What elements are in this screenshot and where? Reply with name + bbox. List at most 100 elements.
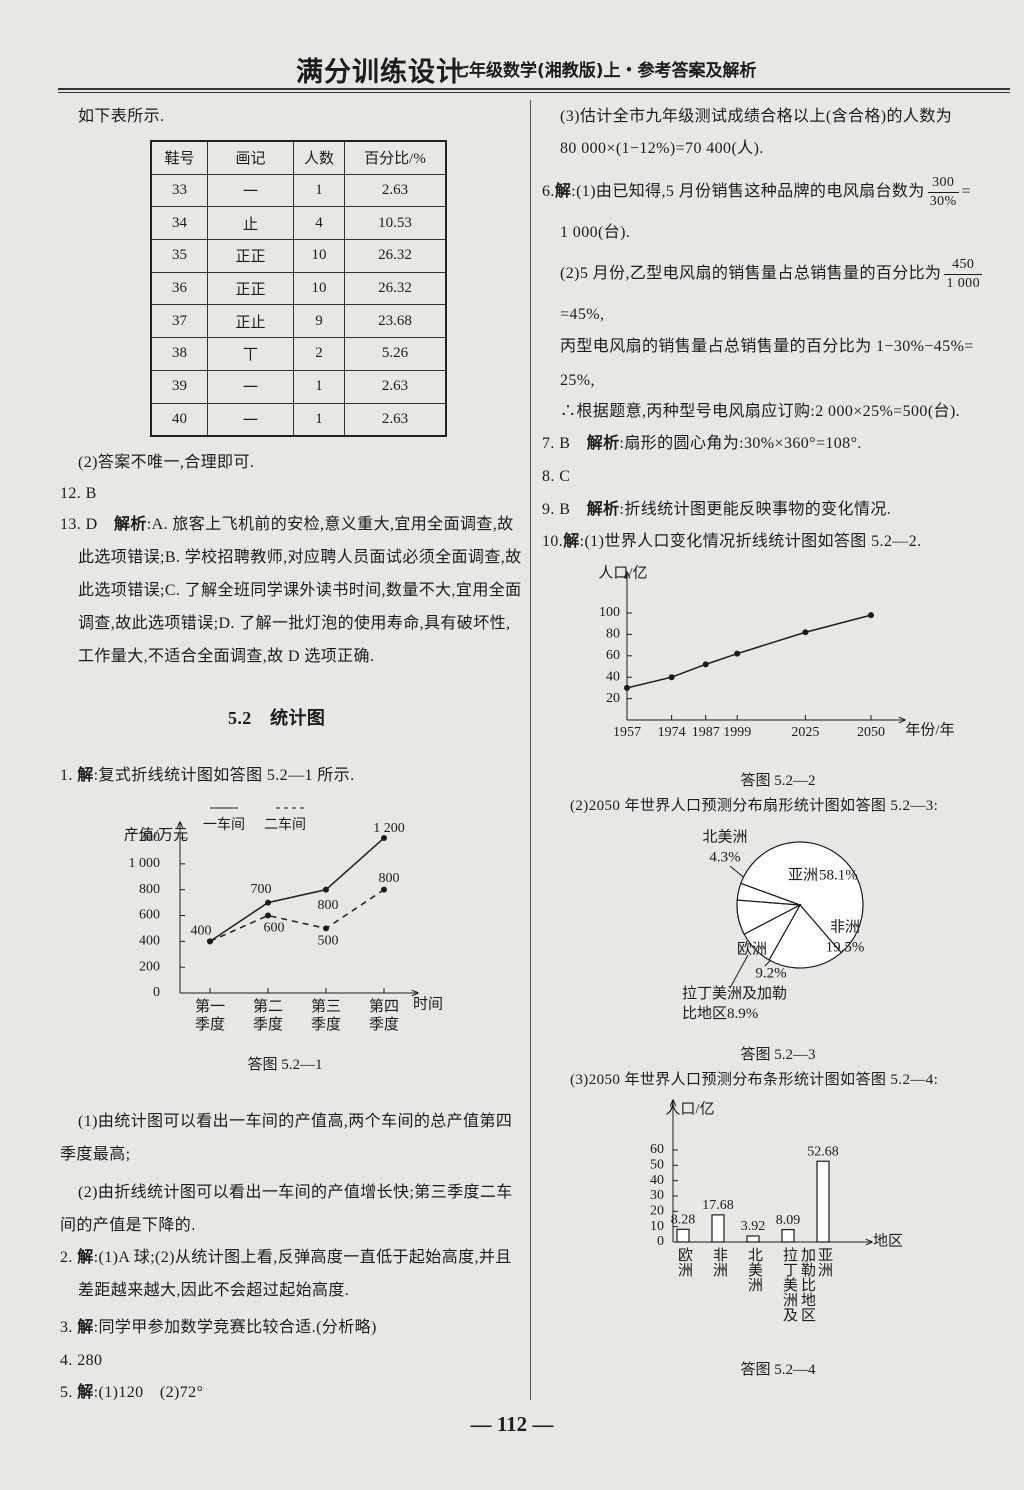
slice-value-label: 8.9% xyxy=(727,1006,759,1022)
paragraph: 2. 解:(1)A 球;(2)从统计图上看,反弹高度一直低于起始高度,并且差距越… xyxy=(60,1241,522,1307)
series-line xyxy=(626,614,872,689)
item-number: 13. D xyxy=(60,516,98,533)
slice-value-label: 9.2% xyxy=(755,965,786,981)
table-cell: 2.63 xyxy=(344,369,447,404)
bold-label: 解 xyxy=(77,1384,94,1401)
data-label: 800 xyxy=(379,871,400,886)
y-axis-label: 产值/万元 xyxy=(124,826,188,843)
paragraph: 3. 解:同学甲参加数学竞赛比较合适.(分析略) xyxy=(60,1311,377,1344)
data-label: 800 xyxy=(318,898,339,913)
table-cell: 4 xyxy=(293,206,345,241)
data-label: 8.09 xyxy=(776,1213,801,1228)
data-label: 52.68 xyxy=(807,1144,839,1159)
paragraph: 5. 解:(1)120 (2)72° xyxy=(60,1376,203,1409)
y-axis-label: 人口/亿 xyxy=(598,564,647,581)
data-label: 8.28 xyxy=(671,1213,696,1228)
x-tick-label: 第四季度 xyxy=(368,999,399,1033)
text: 1 000(台). xyxy=(560,224,631,241)
item-number: 10. xyxy=(542,533,564,550)
bold-label: 解析 xyxy=(113,516,147,533)
chart-caption: 答图 5.2—2 xyxy=(740,773,816,789)
table-cell: 33 xyxy=(150,173,208,208)
pie-slice xyxy=(740,841,864,954)
y-tick-label: 60 xyxy=(650,1142,664,1157)
data-label: 500 xyxy=(318,934,339,949)
text: :复式折线统计图如答图 5.2—1 所示. xyxy=(93,767,355,784)
table-cell: 一 xyxy=(207,369,294,404)
data-label: 400 xyxy=(191,924,212,939)
bar xyxy=(746,1235,760,1243)
table-cell: 37 xyxy=(150,304,208,339)
x-tick-label: 第三季度 xyxy=(310,999,341,1033)
table-cell: 1 xyxy=(293,402,345,437)
data-point xyxy=(381,835,387,841)
bold-label: 解 xyxy=(77,767,94,784)
y-tick-label: 50 xyxy=(650,1158,664,1173)
numerator: 300 xyxy=(927,174,959,193)
bold-label: 解 xyxy=(77,1249,94,1266)
paragraph: (2)由折线统计图可以看出一车间的产值增长快;第三季度二车间的产值是下降的. xyxy=(60,1184,513,1234)
paragraph: 10.解:(1)世界人口变化情况折线统计图如答图 5.2—2. xyxy=(542,525,922,558)
data-point xyxy=(265,899,271,906)
table-cell: 1 xyxy=(293,369,345,404)
table-row: 38 丅 2 5.26 xyxy=(150,337,447,371)
header-title: 满分训练设计 xyxy=(296,57,464,88)
data-point xyxy=(265,912,271,919)
item-number: 5. xyxy=(60,1384,73,1401)
section-title: 5.2 统计图 xyxy=(228,708,326,728)
text: 8. C xyxy=(542,468,571,485)
page-number: — 112 — xyxy=(470,1412,554,1436)
y-axis-label: 人口/亿 xyxy=(665,1100,714,1117)
bold-label: 解析 xyxy=(586,435,620,452)
slice-value-label: 4.3% xyxy=(709,849,740,865)
table-cell: 丅 xyxy=(207,337,294,371)
column-divider xyxy=(530,100,531,1400)
y-tick-label: 30 xyxy=(650,1188,664,1203)
paragraph: 1. 解:复式折线统计图如答图 5.2—1 所示. xyxy=(60,759,354,792)
paragraph: 13. D 解析:A. 旅客上飞机前的安检,意义重大,宜用全面调查,故此选项错误… xyxy=(60,508,522,673)
y-tick-label: 60 xyxy=(606,648,620,663)
text: 80 000×(1−12%)=70 400(人). xyxy=(560,140,764,157)
legend-label: 二车间 xyxy=(264,816,306,833)
text: 12. B xyxy=(60,485,97,502)
table-row: 33 一 1 2.63 xyxy=(150,173,447,208)
slice-label-block: 拉丁美洲及加勒比地区8.9% xyxy=(682,984,794,1024)
chart-caption: 答图 5.2—3 xyxy=(740,1047,816,1063)
data-point xyxy=(207,938,213,945)
table-cell: 正止 xyxy=(207,304,294,339)
table-row: 39 一 1 2.63 xyxy=(150,369,447,404)
text: :折线统计图更能反映事物的变化情况. xyxy=(619,501,892,518)
bar xyxy=(781,1228,795,1243)
table-cell: 正正 xyxy=(207,271,294,306)
x-tick-label: 1974 xyxy=(658,725,686,740)
x-tick-label: 第一季度 xyxy=(194,999,225,1033)
x-axis-label: 地区 xyxy=(873,1232,903,1249)
data-point xyxy=(702,661,709,668)
table-header: 鞋号 画记 人数 百分比/% xyxy=(150,140,447,175)
table-cell: 26.32 xyxy=(344,271,447,306)
table-cell: 26.32 xyxy=(344,239,447,273)
item-number: 9. B xyxy=(542,501,571,518)
paragraph: 7. B 解析:扇形的圆心角为:30%×360°=108°. xyxy=(542,427,862,460)
y-tick-label: 400 xyxy=(139,934,160,949)
y-tick-label: 20 xyxy=(606,691,620,706)
table-cell: 23.68 xyxy=(344,304,447,339)
pie-slice xyxy=(743,903,802,961)
text: :A. 旅客上飞机前的安检,意义重大,宜用全面调查,故此选项错误;B. 学校招聘… xyxy=(78,516,522,665)
x-tick-label: 欧洲 xyxy=(676,1247,692,1277)
chart-caption: 答图 5.2—4 xyxy=(740,1362,816,1378)
text: (3)估计全市九年级测试成绩合格以上(含合格)的人数为 xyxy=(560,108,953,125)
table-cell: 5.26 xyxy=(344,337,447,371)
text: :同学甲参加数学竞赛比较合适.(分析略) xyxy=(93,1319,377,1336)
paragraph: 9. B 解析:折线统计图更能反映事物的变化情况. xyxy=(542,493,891,526)
text: ∴根据题意,丙种型号电风扇应订购:2 000×25%=500(台). xyxy=(560,403,961,420)
data-label: 17.68 xyxy=(702,1198,734,1213)
table-header-cell: 画记 xyxy=(207,140,294,175)
series-line xyxy=(209,837,385,942)
bold-label: 解 xyxy=(77,1319,94,1336)
bold-label: 解 xyxy=(563,533,580,550)
leader-line xyxy=(764,949,781,967)
table-cell: 9 xyxy=(293,304,345,339)
y-tick-label: 100 xyxy=(599,605,620,620)
y-tick-label: 10 xyxy=(650,1219,664,1234)
